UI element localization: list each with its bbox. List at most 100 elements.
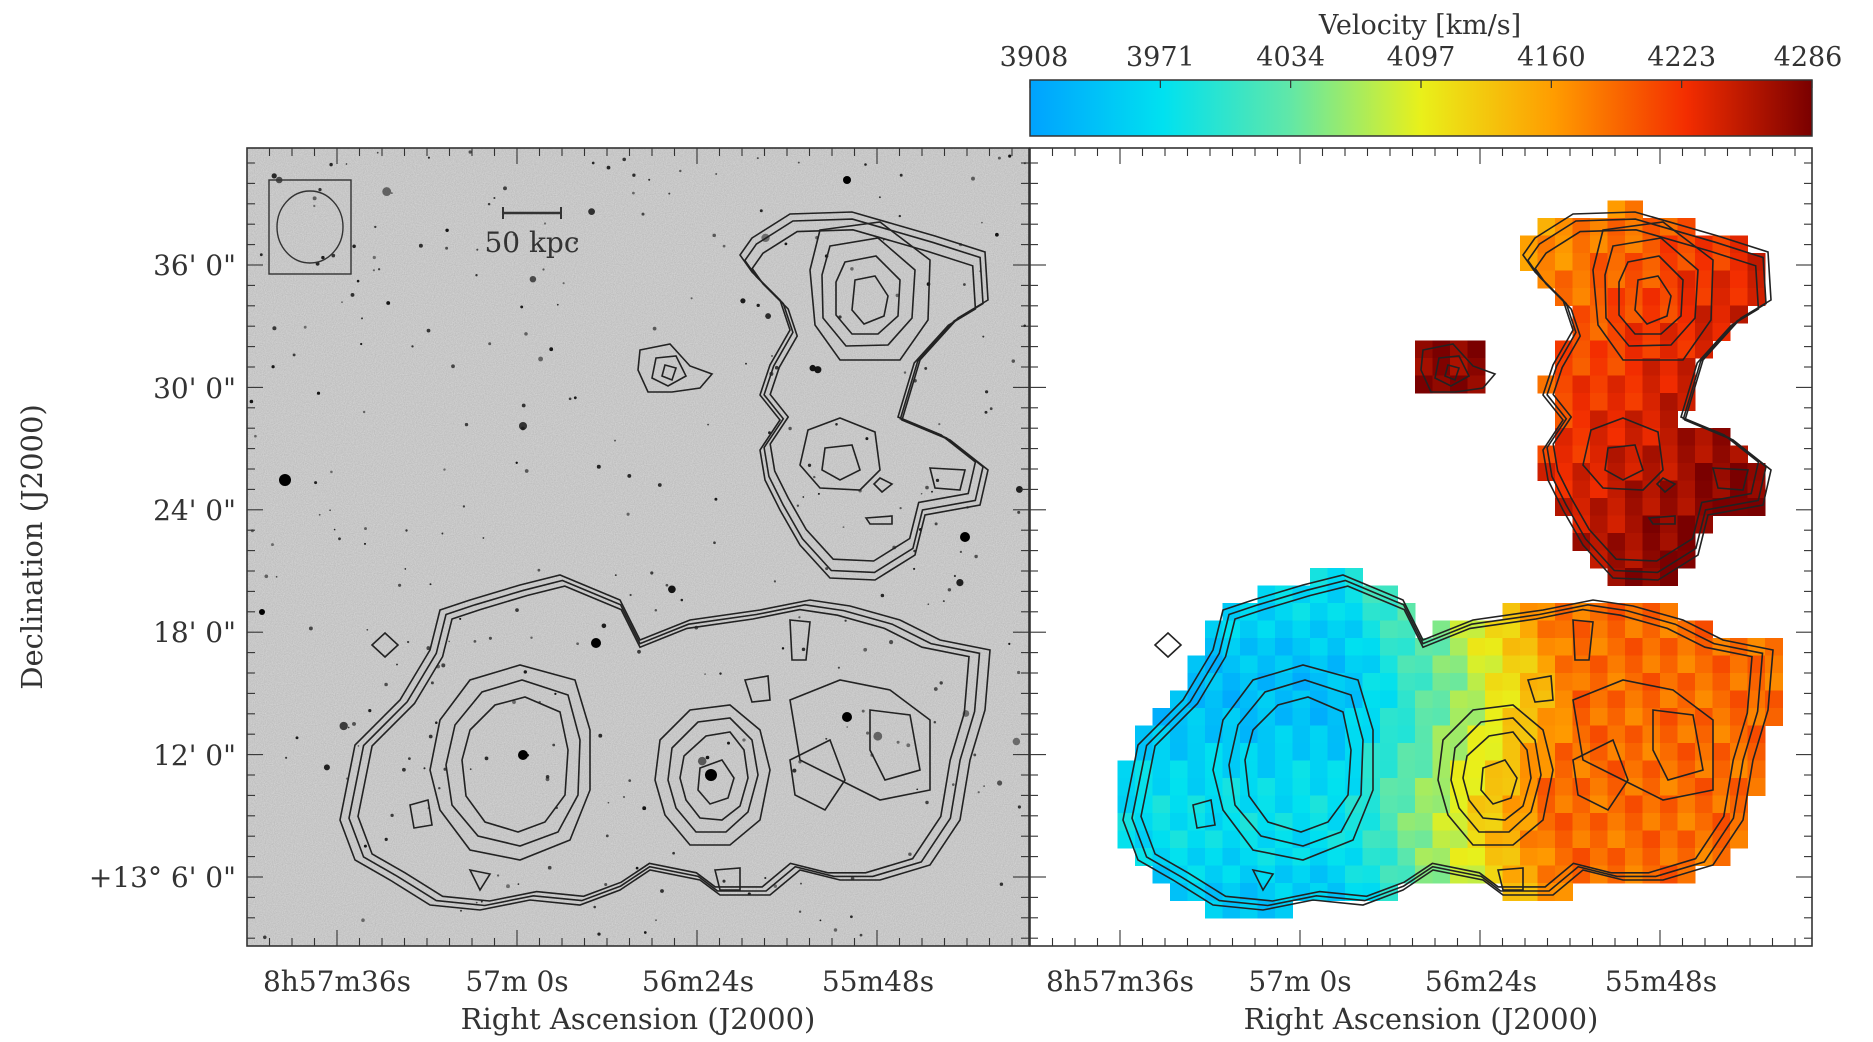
velocity-pixel	[1380, 795, 1398, 814]
velocity-pixel	[1485, 778, 1503, 796]
velocity-pixel	[1485, 848, 1503, 866]
velocity-pixel	[1607, 218, 1626, 236]
velocity-pixel	[1555, 638, 1573, 656]
star	[588, 208, 595, 215]
star	[321, 255, 325, 260]
velocity-pixel	[1257, 655, 1276, 674]
contour-line	[872, 477, 894, 494]
contour-line	[468, 868, 492, 892]
star	[360, 342, 363, 346]
colorbar-title: Velocity [km/s]	[1318, 10, 1521, 41]
velocity-pixel	[1467, 743, 1486, 761]
velocity-pixel	[1415, 813, 1433, 831]
velocity-pixel	[1660, 673, 1678, 691]
star	[792, 768, 797, 773]
velocity-pixel	[1485, 830, 1503, 849]
velocity-pixel	[1607, 515, 1626, 534]
velocity-pixel	[1502, 743, 1521, 761]
star	[727, 741, 730, 745]
velocity-pixel	[1450, 795, 1468, 814]
star	[635, 866, 639, 870]
velocity-pixel	[1432, 830, 1451, 849]
velocity-pixel	[1642, 358, 1661, 376]
star	[263, 935, 267, 940]
star	[475, 274, 478, 277]
velocity-pixel	[1625, 358, 1643, 376]
velocity-pixel	[1362, 795, 1381, 814]
velocity-pixel	[1502, 725, 1521, 744]
velocity-pixel	[1187, 883, 1206, 901]
velocity-pixel	[1187, 778, 1206, 796]
contour-line	[869, 709, 921, 781]
contour-line	[1434, 355, 1471, 387]
star	[512, 233, 515, 236]
velocity-pixel	[1730, 813, 1748, 831]
star	[529, 275, 537, 283]
velocity-pixel	[1537, 235, 1556, 254]
velocity-pixel	[1590, 480, 1608, 499]
velocity-pixel	[1642, 655, 1661, 674]
velocity-pixel	[1590, 708, 1608, 726]
velocity-pixel	[1572, 428, 1591, 446]
star	[329, 509, 331, 512]
star	[864, 163, 867, 166]
velocity-pixel	[1730, 760, 1748, 779]
velocity-pixel	[1712, 323, 1731, 341]
star	[386, 301, 391, 305]
velocity-pixel	[1712, 673, 1731, 691]
star	[896, 740, 900, 744]
velocity-pixel	[1275, 813, 1293, 831]
velocity-pixel	[1660, 428, 1678, 446]
velocity-pixel	[1642, 445, 1661, 464]
velocity-pixel	[1677, 550, 1696, 569]
velocity-pixel	[1292, 725, 1311, 744]
velocity-pixel	[1380, 673, 1398, 691]
velocity-pixel	[1275, 865, 1293, 884]
velocity-pixel	[1607, 410, 1626, 429]
star	[632, 173, 636, 177]
velocity-pixel	[1327, 603, 1346, 621]
velocity-pixel	[1257, 865, 1276, 884]
star	[347, 726, 350, 729]
velocity-pixel	[1537, 865, 1556, 884]
velocity-pixel	[1607, 200, 1626, 219]
star	[629, 593, 632, 597]
velocity-pixel	[1362, 830, 1381, 849]
velocity-pixel	[1380, 620, 1398, 639]
star	[654, 609, 658, 612]
star	[719, 672, 722, 675]
velocity-pixel	[1187, 690, 1206, 709]
velocity-pixel	[1625, 743, 1643, 761]
star	[880, 593, 885, 598]
colorbar: Velocity [km/s] 3908 3971 4034 4097 4160 4223…	[1000, 10, 1842, 137]
star	[598, 733, 603, 738]
velocity-pixel	[1642, 778, 1661, 796]
star	[672, 851, 675, 855]
x-tick-label: 56m24s	[1425, 965, 1537, 998]
velocity-pixel	[1555, 393, 1573, 411]
velocity-pixel	[1170, 725, 1188, 744]
y-tick-label: +13° 6' 0"	[89, 861, 236, 894]
star	[318, 513, 321, 516]
velocity-pixel	[1712, 253, 1731, 271]
velocity-pixel	[1677, 778, 1696, 796]
velocity-pixel	[1205, 743, 1223, 761]
velocity-pixel	[1170, 760, 1188, 779]
velocity-pixel	[1537, 620, 1556, 639]
velocity-pixel	[1187, 655, 1206, 674]
velocity-pixel	[1625, 725, 1643, 744]
velocity-pixel	[1590, 498, 1608, 516]
velocity-pixel	[1730, 498, 1748, 516]
velocity-pixel	[1625, 445, 1643, 464]
velocity-pixel	[1555, 708, 1573, 726]
star	[427, 156, 430, 159]
contour-line	[1122, 574, 1774, 911]
velocity-pixel	[1450, 638, 1468, 656]
velocity-pixel	[1450, 358, 1468, 376]
star	[809, 364, 816, 372]
star	[982, 335, 985, 338]
star	[411, 345, 414, 348]
left-contours	[339, 211, 991, 911]
velocity-pixel	[1450, 708, 1468, 726]
star	[356, 279, 360, 283]
